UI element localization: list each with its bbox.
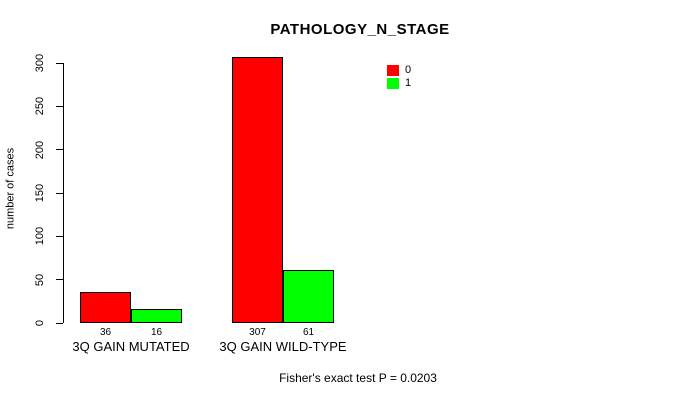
legend-item-1: 1	[387, 77, 411, 90]
bar-3q-gain-wild-type-series-1	[283, 270, 334, 323]
y-axis-tick	[56, 235, 63, 237]
bar-count-label: 16	[150, 327, 163, 338]
y-axis-line	[63, 63, 64, 323]
y-axis-tick	[56, 279, 63, 281]
footnote: Fisher's exact test P = 0.0203	[279, 371, 437, 385]
y-axis-tick-label: 100	[34, 227, 46, 246]
y-axis-tick-label: 150	[34, 183, 46, 203]
y-axis-tick	[56, 149, 63, 151]
y-axis-tick-label: 300	[34, 53, 46, 73]
legend-swatch-icon	[387, 78, 399, 89]
chart-title: PATHOLOGY_N_STAGE	[270, 21, 450, 38]
y-axis-tick	[56, 105, 63, 107]
y-axis-tick-label: 200	[34, 140, 46, 159]
y-axis-tick	[56, 192, 63, 194]
legend-label: 1	[405, 77, 412, 89]
category-label-3q-gain-wild-type: 3Q GAIN WILD-TYPE	[219, 339, 347, 354]
legend-swatch-icon	[387, 65, 399, 76]
y-axis-title: number of cases	[4, 147, 17, 230]
bar-count-label: 61	[302, 327, 315, 338]
bar-count-label: 36	[99, 327, 112, 338]
y-axis-tick-label: 50	[34, 273, 46, 286]
legend-label: 0	[405, 64, 412, 76]
y-axis-tick-label: 0	[34, 319, 46, 327]
bar-3q-gain-wild-type-series-0	[232, 56, 283, 323]
category-label-3q-gain-mutated: 3Q GAIN MUTATED	[72, 339, 190, 354]
y-axis-tick	[56, 62, 63, 64]
legend-item-0: 0	[387, 64, 411, 77]
bar-count-label: 307	[249, 327, 266, 338]
y-axis-tick	[56, 322, 63, 324]
bar-3q-gain-mutated-series-1	[131, 309, 182, 323]
bar-3q-gain-mutated-series-0	[80, 291, 131, 323]
y-axis-tick-label: 250	[34, 97, 46, 116]
